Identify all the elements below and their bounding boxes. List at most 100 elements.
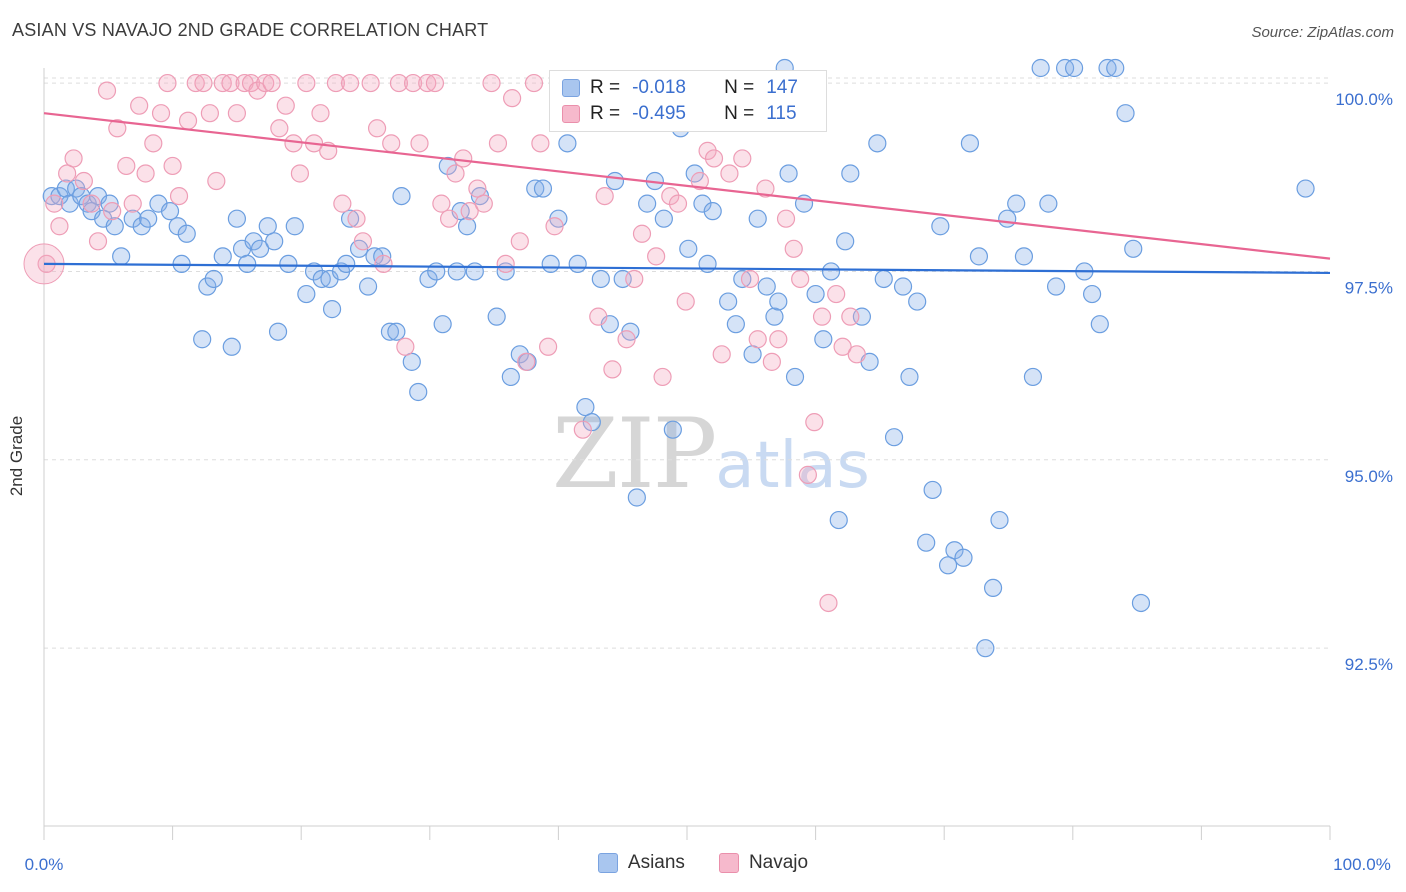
asian-point [1124, 239, 1143, 258]
asian-point [917, 533, 936, 552]
y-tick-label: 97.5% [1345, 278, 1393, 297]
asian-point [976, 639, 995, 658]
asian-point [238, 254, 257, 274]
navajo-point [97, 81, 117, 100]
asian-point [447, 262, 466, 281]
asian-point [1082, 284, 1102, 304]
asian-point [1031, 58, 1050, 78]
asian-point [757, 277, 776, 296]
asian-point [285, 217, 304, 236]
navajo-point [326, 73, 346, 93]
asian-point [392, 186, 411, 206]
navajo-point [625, 269, 644, 289]
asian-point [743, 345, 762, 364]
navajo-point [617, 330, 636, 349]
navajo-point [186, 73, 205, 93]
navajo-point [791, 269, 810, 289]
asian-point [56, 179, 75, 198]
asian-point [438, 156, 457, 176]
navajo-point [276, 96, 295, 115]
asian-point [427, 262, 446, 281]
navajo-point [108, 119, 127, 138]
asian-point [779, 164, 798, 183]
legend-row-asians: R = -0.018 N = 147 [562, 76, 798, 100]
navajo-point [130, 96, 149, 115]
navajo-point [194, 73, 213, 93]
navajo-point [207, 171, 226, 191]
asian-point [193, 330, 212, 349]
asian-point [1131, 593, 1151, 613]
navajo-point [647, 247, 666, 266]
n-value: 147 [766, 77, 798, 98]
navajo-point [698, 141, 717, 160]
navajo-point [503, 89, 522, 108]
navajo-point [668, 194, 688, 213]
asian-point [1014, 247, 1034, 266]
navajo-point [847, 345, 866, 364]
navajo-point [676, 292, 695, 311]
x-tick-label: 100.0% [1333, 855, 1391, 874]
navajo-point [712, 345, 731, 364]
asian-point [380, 322, 400, 341]
navajo-point [474, 194, 493, 213]
asian-point [679, 239, 698, 258]
navajo-point [517, 352, 536, 371]
asian-trend-line [43, 262, 1331, 275]
navajo-point [200, 104, 219, 123]
asian-point [900, 367, 919, 387]
asian-point [501, 367, 520, 387]
n-value: 115 [766, 103, 797, 124]
navajo-point [488, 134, 508, 153]
navajo-point [454, 149, 473, 168]
asian-point [373, 247, 392, 266]
asian-point [663, 420, 682, 439]
legend-item-navajo[interactable]: Navajo [718, 852, 808, 874]
asian-point [244, 232, 263, 251]
asian-point [312, 269, 331, 289]
navajo-point [290, 164, 310, 183]
navajo-point [123, 194, 142, 213]
asian-point [654, 209, 673, 228]
asian-point [526, 179, 545, 198]
asian-point [748, 209, 767, 228]
chart-title: ASIAN VS NAVAJO 2ND GRADE CORRELATION CH… [12, 20, 489, 40]
asian-point [279, 254, 298, 274]
watermark-atlas: atlas [715, 429, 870, 503]
asian-point [213, 247, 232, 266]
asian-point [605, 171, 625, 191]
asian-point [1007, 194, 1026, 213]
navajo-point [819, 593, 838, 613]
navajo-point [539, 337, 558, 356]
asian-point [387, 322, 406, 341]
asian-point [785, 367, 805, 387]
asian-point [703, 202, 722, 221]
asian-point [884, 428, 904, 447]
asian-point [177, 224, 196, 243]
source-credit: Source: ZipAtlas.com [1251, 24, 1394, 41]
navajo-point [178, 111, 198, 130]
asian-point [719, 292, 738, 311]
n-label: N = [724, 77, 755, 98]
navajo-point [432, 194, 451, 213]
asian-point [983, 578, 1003, 598]
navajo-point [213, 73, 232, 93]
asian-point [960, 134, 980, 153]
navajo-point [733, 149, 752, 168]
series-legend: Asians Navajo [0, 852, 1406, 874]
asian-point [931, 217, 950, 236]
navajo-point [169, 186, 189, 206]
asian-point [465, 262, 484, 281]
y-tick-label: 95.0% [1345, 467, 1393, 486]
navajo-point [439, 209, 459, 228]
navajo-trend-line [43, 112, 1331, 260]
navajo-point [603, 360, 622, 379]
legend-item-asians[interactable]: Asians [597, 852, 685, 874]
asian-point [726, 315, 745, 334]
navajo-point [88, 232, 108, 251]
navajo-swatch [562, 105, 580, 123]
y-tick-label: 100.0% [1335, 90, 1393, 109]
navajo-point [347, 209, 366, 228]
navajo-point [248, 81, 267, 100]
asian-point [1064, 58, 1084, 78]
asian-point [806, 284, 825, 304]
